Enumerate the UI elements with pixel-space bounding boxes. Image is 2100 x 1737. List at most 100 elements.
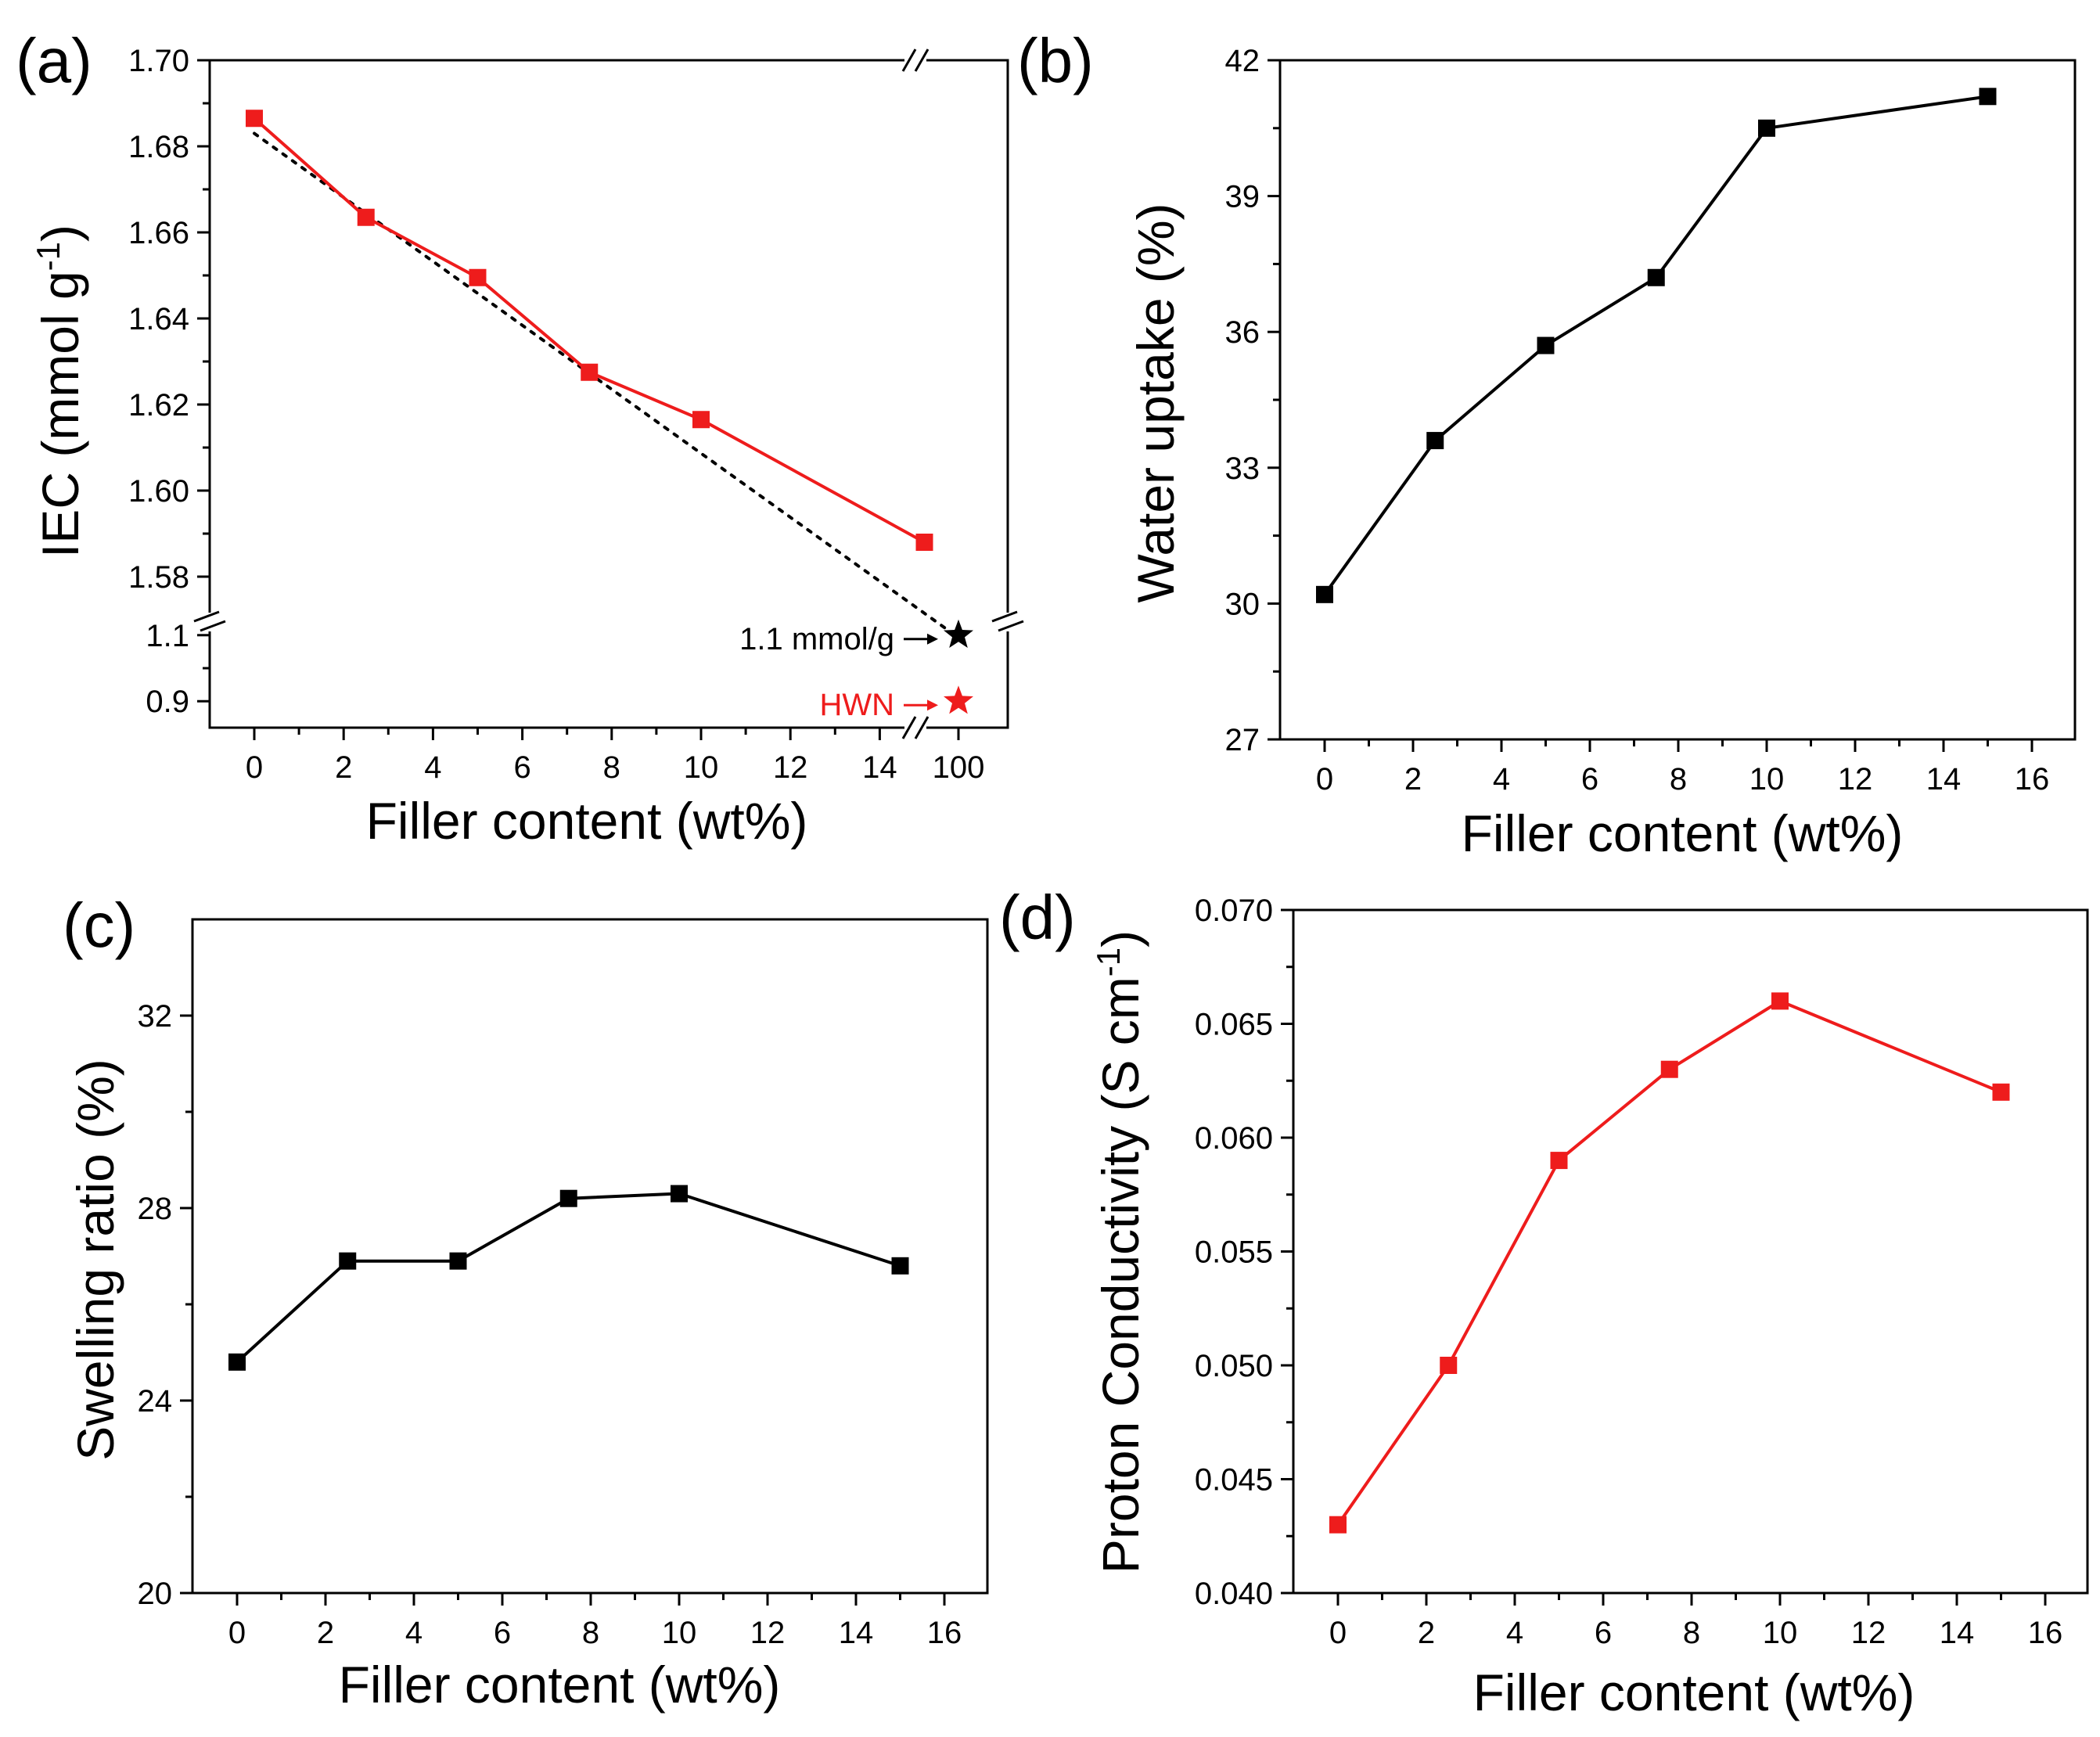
x-tick-label: 10 — [662, 1616, 697, 1650]
data-point — [1316, 585, 1333, 603]
data-point — [1329, 1516, 1347, 1534]
data-point — [1537, 336, 1555, 354]
point-annotation: HWN — [819, 688, 894, 722]
x-tick-label: 6 — [513, 750, 530, 785]
annotation-arrowhead — [927, 699, 938, 711]
axis-break-mark — [914, 49, 930, 72]
axis-break-mark — [901, 49, 917, 72]
data-point — [246, 110, 263, 128]
y-tick-label: 0.055 — [1195, 1235, 1273, 1270]
y-tick-label: 30 — [1225, 587, 1260, 621]
axis-break-mark — [991, 610, 1018, 623]
y-tick-label: 20 — [138, 1577, 173, 1611]
y-tick-label: 0.045 — [1195, 1463, 1273, 1498]
data-point — [692, 411, 710, 429]
y-tick-label: 39 — [1225, 180, 1260, 214]
axis-break-mark — [901, 716, 917, 739]
y-axis-title: Proton Conductivity (S cm-1) — [1090, 930, 1149, 1573]
panel-label: (b) — [1017, 26, 1094, 95]
star-marker — [944, 685, 973, 714]
y-axis-title: Water uptake (%) — [1127, 203, 1185, 602]
data-point — [671, 1185, 688, 1203]
data-point — [1440, 1357, 1458, 1374]
x-tick-label: 10 — [684, 750, 719, 785]
y-tick-label: 0.065 — [1195, 1008, 1273, 1042]
x-tick-label: 8 — [582, 1616, 599, 1650]
x-tick-label: 14 — [839, 1616, 874, 1650]
x-tick-label: 12 — [1838, 762, 1873, 797]
x-tick-label: 2 — [1418, 1616, 1435, 1650]
y-tick-label: 36 — [1225, 315, 1260, 350]
x-tick-label: 6 — [494, 1616, 511, 1650]
x-tick-label: 10 — [1749, 762, 1785, 797]
x-tick-label: 100 — [933, 750, 985, 785]
x-tick-label: 12 — [1851, 1616, 1886, 1650]
x-tick-label: 12 — [750, 1616, 786, 1650]
x-tick-label: 8 — [1683, 1616, 1700, 1650]
axis-break-mark — [193, 610, 220, 623]
data-point — [915, 534, 933, 551]
data-point — [1771, 992, 1789, 1010]
plot-frame — [1278, 59, 2077, 741]
x-tick-label: 16 — [2015, 762, 2050, 797]
data-point — [357, 208, 375, 226]
x-tick-label: 0 — [246, 750, 263, 785]
data-point — [1660, 1060, 1678, 1078]
y-axis-title-superscript: -1 — [30, 242, 67, 271]
panel-label: (c) — [63, 890, 135, 960]
y-axis-title-superscript: -1 — [1090, 948, 1127, 976]
x-axis-title: Filler content (wt%) — [1462, 804, 1904, 862]
y-tick-label: 1.68 — [128, 130, 189, 164]
y-axis-title: Swelling ratio (%) — [67, 1059, 124, 1461]
chart-d: (d) 0 2 4 6 8 10 12 14 16 0.070 0.065 0.060 0.055 0.05… — [999, 883, 2089, 1721]
y-tick-label: 0.060 — [1195, 1121, 1273, 1156]
x-axis-title: Filler content (wt%) — [1473, 1663, 1915, 1721]
x-tick-label: 2 — [317, 1616, 334, 1650]
y-axis-title-text: IEC (mmol g — [31, 271, 89, 558]
plot-frame — [208, 59, 1009, 729]
x-tick-label: 16 — [2028, 1616, 2063, 1650]
x-tick-label: 4 — [1506, 1616, 1523, 1650]
y-tick-label: 0.040 — [1195, 1577, 1273, 1611]
y-tick-label: 0.9 — [146, 685, 189, 719]
data-point — [581, 363, 599, 381]
x-tick-label: 0 — [228, 1616, 246, 1650]
y-tick-label: 42 — [1225, 44, 1260, 78]
x-tick-label: 16 — [927, 1616, 962, 1650]
y-axis-title-close: ) — [31, 225, 89, 242]
x-tick-label: 4 — [1493, 762, 1510, 797]
chart-a: (a) 0 2 4 6 8 10 12 14 100 1.70 1.68 1.66 1.64 1.62 1.6… — [16, 26, 1025, 850]
axis-break-mark — [200, 620, 226, 632]
panel-label: (a) — [16, 26, 92, 95]
data-point — [891, 1257, 909, 1275]
x-tick-label: 0 — [1316, 762, 1333, 797]
y-tick-label: 1.70 — [128, 44, 189, 78]
y-tick-label: 33 — [1225, 451, 1260, 486]
data-point — [1550, 1152, 1568, 1170]
axis-break-mark — [914, 716, 930, 739]
y-axis-title: IEC (mmol g-1) — [30, 225, 89, 558]
y-axis-title-text: Water uptake (%) — [1127, 203, 1185, 602]
x-tick-label: 4 — [405, 1616, 423, 1650]
x-tick-label: 8 — [1670, 762, 1687, 797]
x-tick-label: 8 — [603, 750, 620, 785]
x-tick-label: 2 — [1404, 762, 1422, 797]
y-tick-label: 1.64 — [128, 302, 189, 336]
y-tick-label: 32 — [138, 999, 173, 1034]
y-axis-title-text: Proton Conductivity (S cm — [1091, 976, 1149, 1573]
data-point — [1647, 268, 1665, 286]
x-tick-label: 6 — [1581, 762, 1598, 797]
x-tick-label: 0 — [1329, 1616, 1347, 1650]
data-point — [339, 1252, 357, 1270]
x-tick-label: 14 — [1926, 762, 1962, 797]
y-tick-label: 1.60 — [128, 474, 189, 509]
panel-label: (d) — [999, 883, 1076, 952]
y-tick-label: 1.58 — [128, 560, 189, 595]
chart-b: (b) 0 2 4 6 8 10 12 14 16 42 39 36 33 30 27 Filler conte… — [1017, 26, 2077, 862]
axis-break-mark — [998, 620, 1024, 632]
y-tick-label: 24 — [138, 1384, 173, 1419]
x-tick-label: 14 — [1940, 1616, 1975, 1650]
y-axis-title-close: ) — [1091, 930, 1149, 948]
data-point — [449, 1252, 467, 1270]
